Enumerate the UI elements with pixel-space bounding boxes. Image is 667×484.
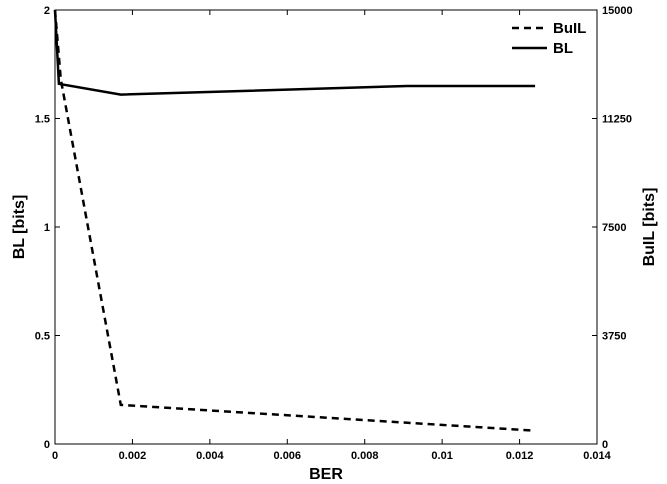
- x-tick-label: 0.014: [583, 450, 611, 462]
- left-y-axis-title: BL [bits]: [11, 195, 28, 260]
- left-y-axis: 0 0.5 1 1.5 2: [35, 5, 60, 451]
- x-tick-label: 0.01: [431, 450, 452, 462]
- y-tick-label: 1: [44, 222, 50, 234]
- x-tick-label: 0: [52, 450, 58, 462]
- x-tick-label: 0.008: [351, 450, 379, 462]
- y-tick-label: 1.5: [35, 114, 50, 126]
- legend-label-bl: BL: [553, 40, 573, 57]
- y2-tick-label: 3750: [602, 331, 626, 343]
- y2-tick-label: 11250: [602, 114, 632, 126]
- plot-area: [54, 9, 598, 445]
- x-tick-label: 0.004: [196, 450, 224, 462]
- y2-tick-label: 7500: [602, 222, 626, 234]
- y-tick-label: 0: [44, 439, 50, 451]
- x-axis-title: BER: [309, 466, 343, 483]
- x-tick-label: 0.006: [274, 450, 302, 462]
- legend: BuIL BL: [512, 20, 586, 57]
- y2-tick-label: 15000: [602, 5, 633, 17]
- x-tick-label: 0.012: [506, 450, 534, 462]
- y-tick-label: 0.5: [35, 331, 50, 343]
- right-y-axis-title: BuIL [bits]: [641, 188, 658, 267]
- y2-tick-label: 0: [602, 439, 608, 451]
- series-layer: [53, 9, 536, 432]
- y-tick-label: 2: [44, 5, 50, 17]
- x-axis: 0 0.002 0.004 0.006 0.008 0.01 0.012 0.014: [52, 10, 612, 462]
- legend-label-builn: BuIL: [553, 20, 586, 37]
- x-tick-label: 0.002: [119, 450, 147, 462]
- series-line-bl: [53, 9, 536, 96]
- right-y-axis: 0 3750 7500 11250 15000: [592, 5, 633, 451]
